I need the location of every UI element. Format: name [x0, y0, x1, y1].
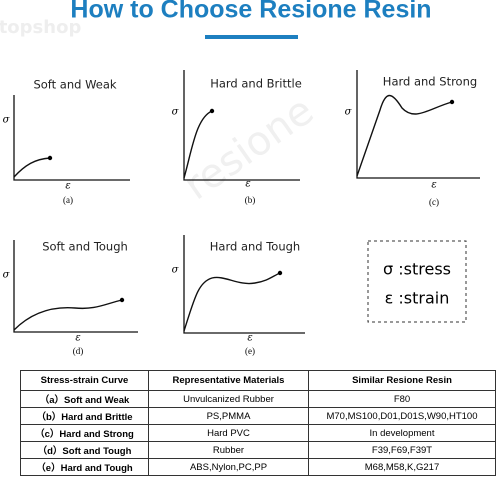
- curve: [183, 110, 213, 179]
- table-cell: Rubber: [148, 441, 309, 459]
- panel-title: Soft and Weak: [33, 78, 116, 92]
- table-row: （c）Hard and Strong Hard PVC In development: [20, 424, 496, 442]
- diagrams: topshop resione How to Choose Resione Re…: [0, 0, 480, 356]
- legend-stress: σ :stress: [383, 260, 451, 279]
- table-cell: （a）Soft and Weak: [20, 390, 149, 408]
- watermark: resione: [176, 87, 322, 209]
- axes: [13, 95, 130, 181]
- panel-letter: (a): [63, 195, 73, 205]
- panel-letter: (b): [245, 195, 256, 205]
- table-cell: F80: [308, 390, 496, 408]
- x-label: ε: [65, 181, 70, 192]
- table-cell: In development: [308, 424, 496, 442]
- axes: [183, 70, 300, 181]
- panel-letter: (e): [245, 346, 255, 356]
- x-label: ε: [75, 333, 80, 344]
- table-cell: PS,PMMA: [148, 407, 309, 425]
- table-cell: F39,F69,F39T: [308, 441, 496, 459]
- curve: [183, 272, 281, 332]
- curve: [13, 157, 51, 178]
- panel-title: Hard and Tough: [210, 240, 300, 254]
- axes: [183, 235, 305, 334]
- table-row: （e）Hard and Tough ABS,Nylon,PC,PP M68,M58,…: [20, 458, 496, 476]
- header-cell: Stress-strain Curve: [20, 370, 149, 391]
- table-header: Stress-strain Curve Representative Mater…: [20, 370, 496, 391]
- title-underline: [205, 35, 298, 39]
- end-dot: [449, 99, 455, 105]
- axes: [13, 240, 138, 333]
- table-cell: （b）Hard and Brittle: [20, 407, 149, 425]
- table-cell: （c）Hard and Strong: [20, 424, 149, 442]
- resin-table: Stress-strain Curve Representative Mater…: [20, 370, 496, 476]
- table-cell: M70,MS100,D01,D01S,W90,HT100: [308, 407, 496, 425]
- curve: [356, 94, 453, 177]
- end-dot: [119, 297, 125, 303]
- panel-letter: (c): [429, 197, 439, 207]
- table-cell: Unvulcanized Rubber: [148, 390, 309, 408]
- page-title: How to Choose Resione Resin: [70, 0, 431, 24]
- panel-title: Hard and Brittle: [210, 77, 302, 91]
- table-cell: M68,M58,K,G217: [308, 458, 496, 476]
- legend-box: [367, 240, 467, 323]
- y-label: σ: [172, 265, 180, 276]
- end-dot: [209, 108, 215, 114]
- x-label: ε: [245, 179, 250, 190]
- header-cell: Representative Materials: [148, 370, 309, 391]
- table-cell: ABS,Nylon,PC,PP: [148, 458, 309, 476]
- panel-title: Hard and Strong: [383, 75, 477, 89]
- end-dot: [47, 155, 53, 161]
- header-cell: Similar Resione Resin: [308, 370, 496, 391]
- y-label: σ: [3, 270, 11, 281]
- y-label: σ: [345, 107, 353, 118]
- y-label: σ: [3, 115, 11, 126]
- x-label: ε: [431, 180, 436, 191]
- table-cell: （e）Hard and Tough: [20, 458, 149, 476]
- table-row: （d）Soft and Tough Rubber F39,F69,F39T: [20, 441, 496, 459]
- table-row: （b）Hard and Brittle PS,PMMA M70,MS100,D01,…: [20, 407, 496, 425]
- end-dot: [277, 270, 283, 276]
- x-label: ε: [247, 333, 252, 344]
- table-cell: （d）Soft and Tough: [20, 441, 149, 459]
- panel-title: Soft and Tough: [42, 240, 128, 254]
- table-row: （a）Soft and Weak Unvulcanized Rubber F80: [20, 390, 496, 408]
- curve: [13, 299, 123, 331]
- table-cell: Hard PVC: [148, 424, 309, 442]
- y-label: σ: [172, 107, 180, 118]
- legend-strain: ε :strain: [385, 289, 450, 308]
- axes: [356, 70, 480, 179]
- panel-letter: (d): [73, 346, 84, 356]
- watermark: topshop: [0, 17, 81, 38]
